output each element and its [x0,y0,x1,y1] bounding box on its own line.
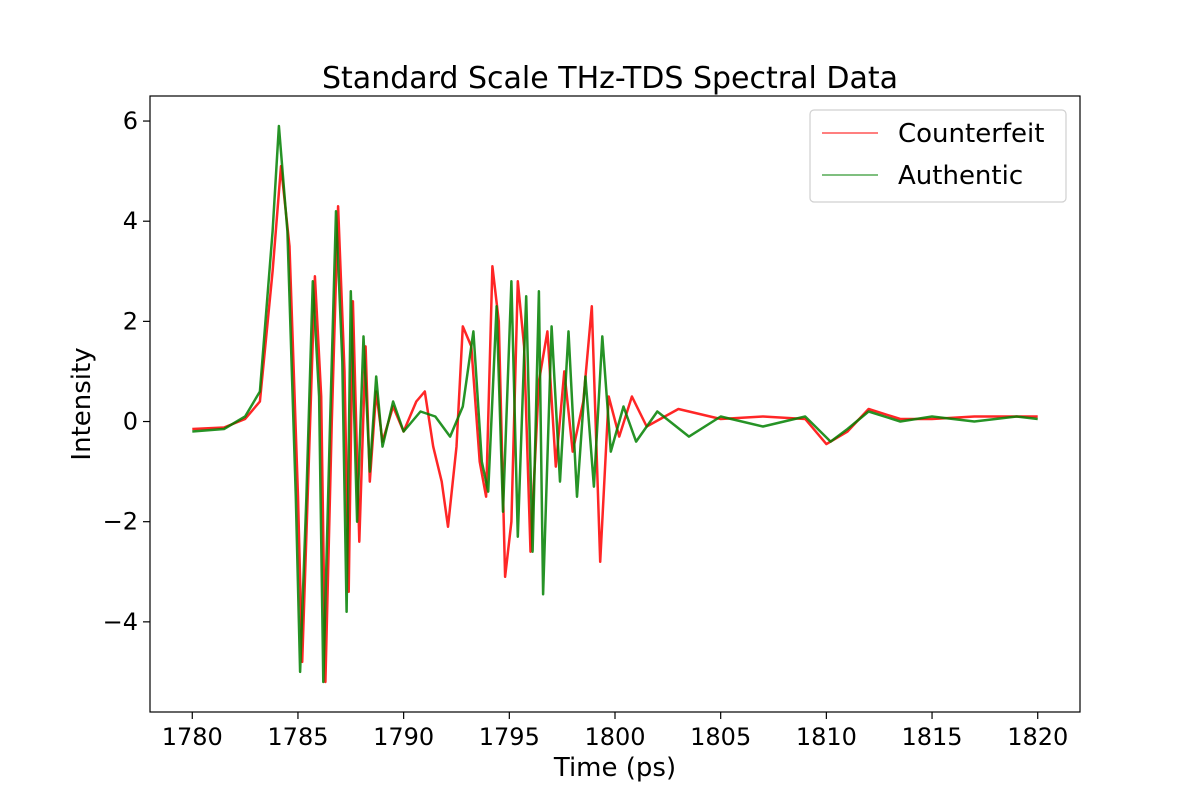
x-tick-label: 1800 [584,723,645,751]
x-tick-label: 1790 [373,723,434,751]
x-tick-label: 1795 [479,723,540,751]
y-axis: −4 −2 0 2 4 6 [103,107,150,636]
y-tick-label: −4 [103,608,138,636]
y-tick-label: −2 [103,508,138,536]
x-axis: 1780 1785 1790 1795 1800 1805 1810 1815 1820 [162,712,1068,751]
y-tick-label: 0 [123,408,138,436]
legend: Counterfeit Authentic [809,109,1067,203]
legend-label-authentic: Authentic [898,161,1023,191]
legend-label-counterfeit: Counterfeit [898,119,1044,149]
y-axis-label: Intensity [67,347,97,460]
series-line-authentic [192,124,1038,684]
x-tick-label: 1820 [1007,723,1068,751]
x-tick-label: 1785 [267,723,328,751]
x-tick-label: 1815 [902,723,963,751]
x-axis-label: Time (ps) [553,753,676,783]
series-layer [192,124,1038,684]
x-tick-label: 1780 [162,723,223,751]
y-tick-label: 6 [123,107,138,135]
chart-title: Standard Scale THz-TDS Spectral Data [322,61,898,96]
y-tick-label: 4 [123,207,138,235]
y-tick-label: 2 [123,307,138,335]
x-tick-label: 1810 [796,723,857,751]
x-tick-label: 1805 [690,723,751,751]
